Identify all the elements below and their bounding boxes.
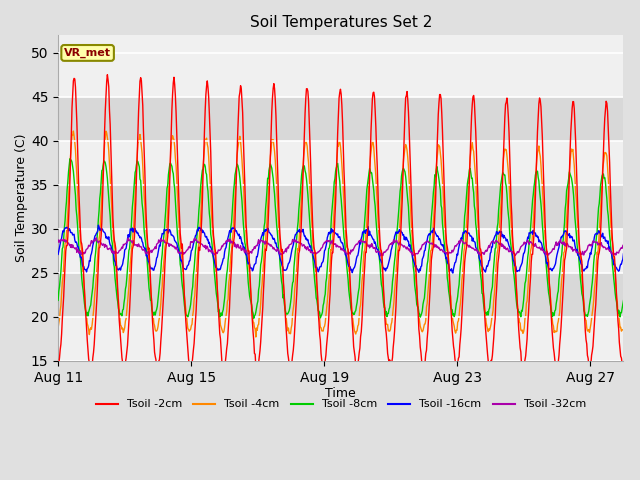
Text: VR_met: VR_met bbox=[64, 48, 111, 58]
Bar bbox=[58, 273, 623, 317]
Bar bbox=[58, 185, 623, 229]
Bar bbox=[58, 53, 623, 97]
Bar bbox=[58, 229, 623, 273]
Legend: Tsoil -2cm, Tsoil -4cm, Tsoil -8cm, Tsoil -16cm, Tsoil -32cm: Tsoil -2cm, Tsoil -4cm, Tsoil -8cm, Tsoi… bbox=[92, 395, 590, 414]
Bar bbox=[58, 141, 623, 185]
X-axis label: Time: Time bbox=[325, 387, 356, 400]
Bar bbox=[58, 317, 623, 361]
Y-axis label: Soil Temperature (C): Soil Temperature (C) bbox=[15, 134, 28, 263]
Bar bbox=[58, 97, 623, 141]
Title: Soil Temperatures Set 2: Soil Temperatures Set 2 bbox=[250, 15, 432, 30]
